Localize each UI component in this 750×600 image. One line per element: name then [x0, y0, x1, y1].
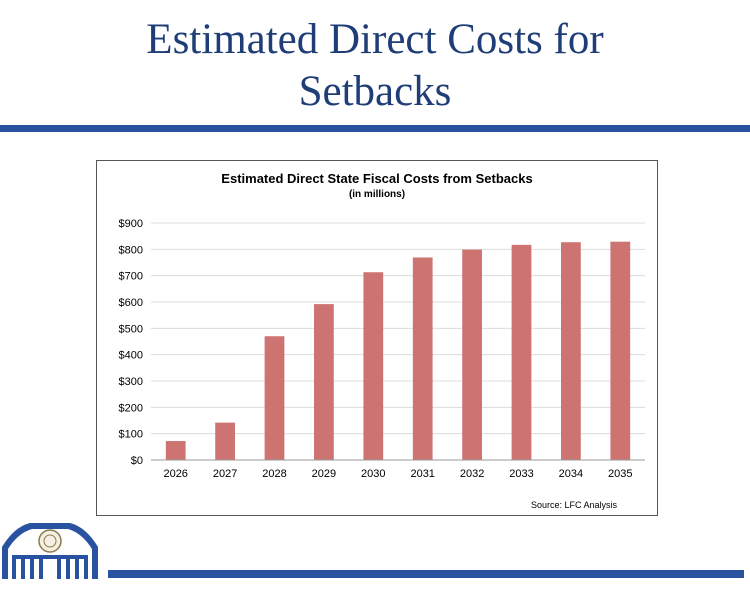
bars: [165, 241, 631, 460]
x-tick-label: 2029: [312, 468, 336, 480]
bar-2029: [314, 304, 334, 460]
chart-title: Estimated Direct State Fiscal Costs from…: [221, 171, 532, 186]
x-tick-label: 2028: [262, 468, 286, 480]
x-tick-label: 2026: [163, 468, 187, 480]
slide-title: Estimated Direct Costs for Setbacks: [0, 14, 750, 118]
x-tick-label: 2035: [608, 468, 632, 480]
bar-2033: [511, 244, 532, 460]
bar-2030: [363, 272, 384, 460]
bar-2035: [610, 241, 631, 460]
y-tick-label: $0: [131, 455, 143, 467]
x-axis-ticks: 2026 2027 2028 2029 2030 2031 2032 2033 2034 2035: [163, 468, 632, 480]
slide-title-line-1: Estimated Direct Costs for: [146, 16, 604, 63]
y-tick-label: $300: [119, 376, 143, 388]
gridlines: [151, 222, 645, 435]
bar-2032: [462, 249, 482, 460]
y-tick-label: $400: [119, 350, 143, 362]
bar-2031: [412, 257, 433, 460]
capitol-building-logo: [2, 523, 98, 579]
x-tick-label: 2033: [509, 468, 533, 480]
chart-subtitle: (in millions): [349, 189, 405, 200]
y-tick-label: $800: [119, 244, 143, 256]
bar-chart: Estimated Direct State Fiscal Costs from…: [119, 171, 645, 510]
y-tick-label: $500: [119, 323, 143, 335]
x-tick-label: 2027: [213, 468, 237, 480]
x-tick-label: 2032: [460, 468, 484, 480]
x-tick-label: 2031: [410, 468, 434, 480]
slide-title-line-2: Setbacks: [298, 68, 452, 115]
x-tick-label: 2030: [361, 468, 385, 480]
x-tick-label: 2034: [559, 468, 583, 480]
chart-frame: Estimated Direct State Fiscal Costs from…: [96, 160, 658, 516]
bar-2027: [215, 422, 235, 460]
y-tick-label: $900: [119, 218, 143, 230]
top-divider: [0, 125, 750, 132]
y-tick-label: $100: [119, 429, 143, 441]
bottom-divider: [108, 570, 744, 578]
y-tick-label: $600: [119, 297, 143, 309]
y-tick-label: $200: [119, 402, 143, 414]
bar-2026: [165, 441, 186, 460]
bar-2028: [264, 336, 285, 460]
y-tick-label: $700: [119, 271, 143, 283]
bar-2034: [561, 242, 581, 460]
y-axis-ticks: $0 $100 $200 $300 $400 $500 $600 $700 $800 $900: [119, 218, 143, 467]
source-note: Source: LFC Analysis: [531, 500, 618, 510]
